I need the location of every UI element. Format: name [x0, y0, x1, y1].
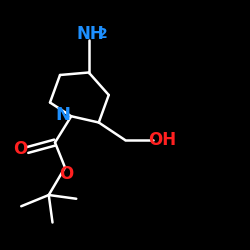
Text: OH: OH [148, 131, 176, 149]
Text: O: O [59, 165, 74, 183]
Text: 2: 2 [98, 27, 108, 41]
Text: O: O [13, 140, 27, 158]
Text: N: N [55, 106, 70, 124]
Text: NH: NH [76, 25, 104, 43]
